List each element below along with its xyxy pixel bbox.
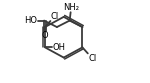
Text: Cl: Cl: [51, 12, 59, 21]
Text: HO: HO: [24, 16, 37, 25]
Text: NH₂: NH₂: [63, 2, 79, 12]
Text: OH: OH: [52, 43, 65, 52]
Text: Cl: Cl: [88, 54, 97, 63]
Text: O: O: [42, 31, 49, 41]
